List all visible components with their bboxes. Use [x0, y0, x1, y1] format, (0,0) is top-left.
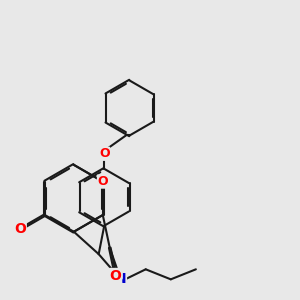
Text: O: O: [14, 222, 26, 236]
Text: O: O: [98, 175, 108, 188]
Text: O: O: [110, 268, 122, 283]
Text: N: N: [115, 272, 126, 286]
Text: O: O: [99, 147, 110, 160]
